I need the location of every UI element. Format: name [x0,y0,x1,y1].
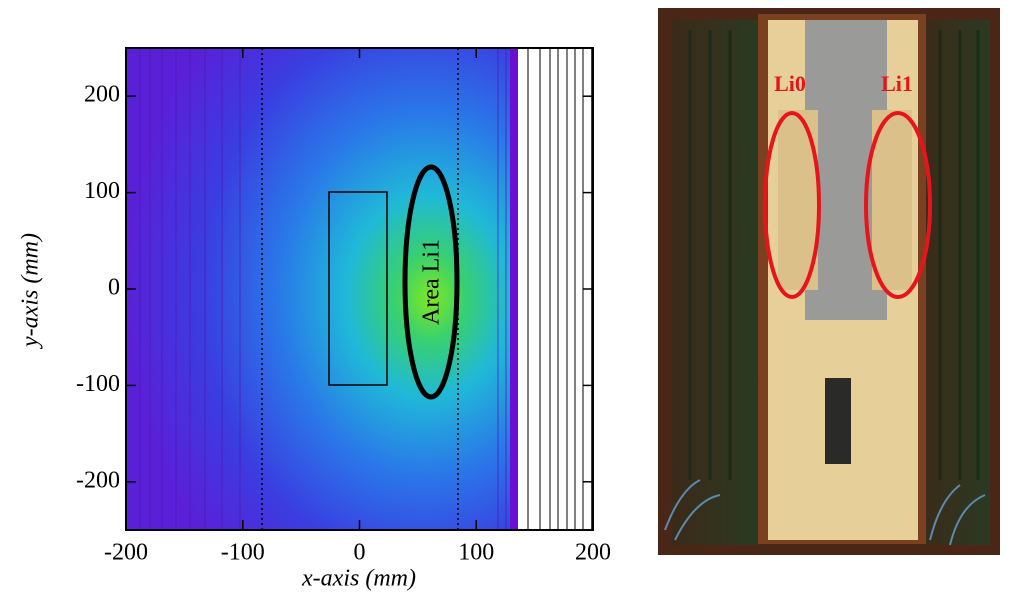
photo: Li0 Li1 [658,8,1000,555]
photo-label: Li1 [881,71,913,96]
y-tick-label: 100 [84,178,120,204]
x-tick-label: -200 [104,540,148,566]
x-axis-label: x-axis (mm) [301,566,416,592]
plot: Area Li1 x-axis (mm) y-axis (mm) -200 -10… [18,47,611,592]
x-tick-label: 0 [354,540,366,566]
annotation: Area Li1 [419,239,445,325]
heatmap [126,48,517,530]
y-tick-label: -100 [76,371,120,397]
right-lines [527,48,584,530]
region-box [328,191,388,386]
y-tick-label: 0 [108,275,120,301]
bands [139,48,507,530]
y-tick-label: -200 [76,467,120,493]
edge-band [510,48,518,530]
y-axis-label: y-axis (mm) [18,233,44,349]
x-tick-label: 200 [575,540,611,566]
photo-label: Li0 [774,71,806,96]
x-tick-label: 100 [458,540,494,566]
y-tick-label: 200 [84,82,120,108]
region-ellipse [402,164,460,400]
x-tick-label: -100 [221,540,265,566]
